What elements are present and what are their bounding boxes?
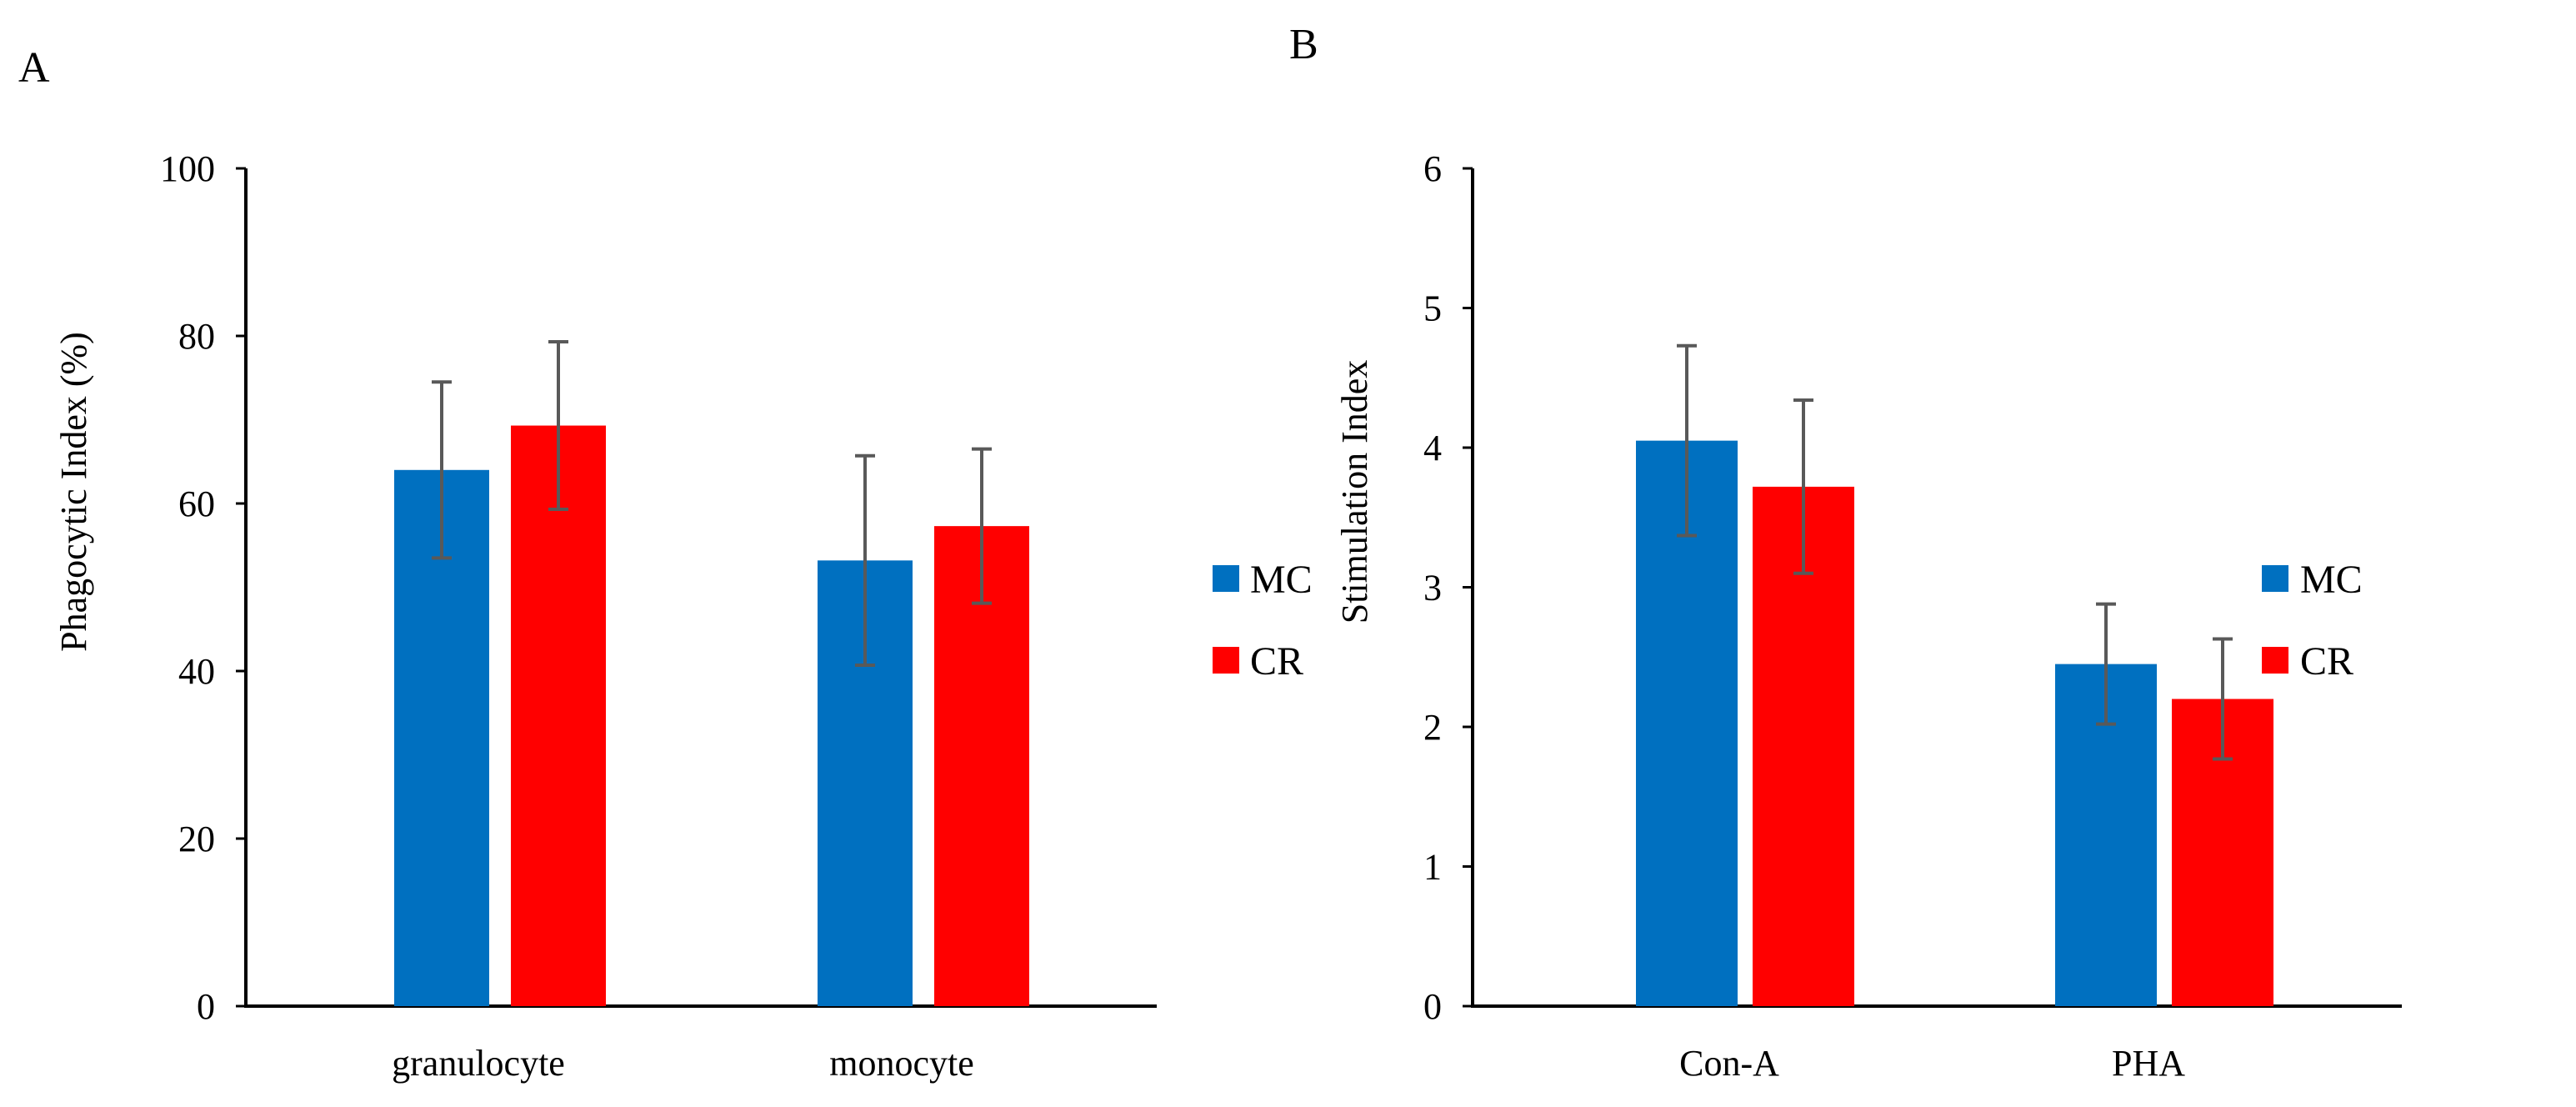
legend-swatch-cr (1213, 647, 1239, 674)
y-axis-label: Stimulation Index (1334, 360, 1375, 624)
y-tick-label: 100 (160, 148, 215, 189)
y-tick-label: 6 (1423, 148, 1442, 189)
y-tick-label: 40 (178, 651, 215, 692)
y-tick-label: 0 (1423, 986, 1442, 1027)
bar-cr-monocyte (934, 526, 1029, 1006)
y-tick-label: 1 (1423, 847, 1442, 888)
y-tick-label: 80 (178, 316, 215, 357)
y-tick-label: 60 (178, 483, 215, 524)
y-tick-label: 20 (178, 819, 215, 859)
y-axis-label: Phagocytic Index (%) (53, 332, 94, 652)
x-category-label: monocyte (829, 1043, 974, 1084)
legend-label-mc: MC (2300, 558, 2363, 602)
bar-cr-granulocyte (511, 425, 606, 1006)
y-tick-label: 0 (197, 986, 215, 1027)
x-category-label: PHA (2112, 1043, 2185, 1084)
y-tick-label: 2 (1423, 707, 1442, 748)
legend-label-cr: CR (1250, 639, 1303, 684)
legend-swatch-cr (2262, 647, 2288, 674)
panel-label: A (18, 44, 50, 92)
legend-swatch-mc (1213, 565, 1239, 592)
y-tick-label: 5 (1423, 288, 1442, 329)
panel-label: B (1289, 21, 1318, 68)
legend-swatch-mc (2262, 565, 2288, 592)
y-tick-label: 3 (1423, 568, 1442, 609)
x-category-label: Con-A (1679, 1043, 1779, 1084)
legend-label-mc: MC (1250, 558, 1313, 602)
x-category-label: granulocyte (392, 1043, 565, 1084)
legend-label-cr: CR (2300, 639, 2353, 684)
y-tick-label: 4 (1423, 428, 1442, 468)
